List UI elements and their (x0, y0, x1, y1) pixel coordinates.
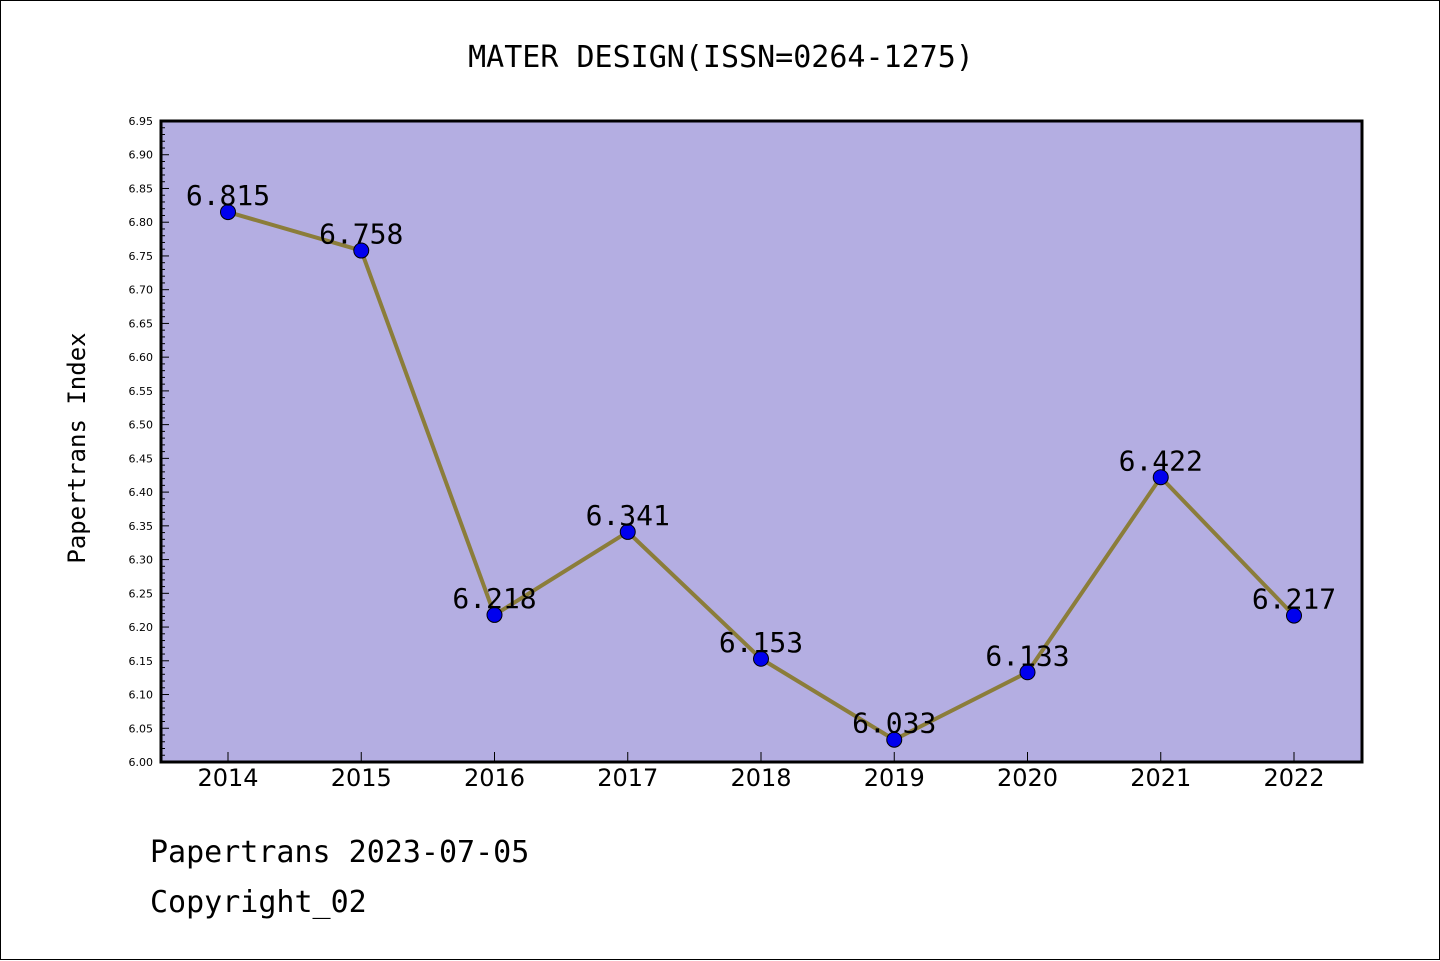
series-line-segment (1158, 475, 1296, 618)
x-tick-label: 2019 (864, 764, 925, 792)
data-point (753, 650, 769, 667)
x-tick-label: 2018 (730, 764, 791, 792)
y-tick-label: 6.25 (129, 587, 154, 600)
data-label: 6.422 (1119, 444, 1203, 477)
y-tick-label: 6.60 (129, 351, 154, 364)
x-tick-label: 2020 (997, 764, 1058, 792)
data-point (1286, 607, 1302, 624)
data-label: 6.033 (852, 707, 936, 740)
y-tick-label: 6.40 (129, 486, 154, 499)
data-label: 6.218 (452, 582, 536, 615)
y-tick-label: 6.65 (129, 317, 154, 330)
x-tick-label: 2015 (331, 764, 392, 792)
series-line-segment (1025, 475, 1163, 675)
data-point (619, 523, 636, 540)
y-tick-label: 6.20 (129, 621, 154, 634)
x-tick-label: 2014 (197, 764, 258, 792)
series-lines (226, 210, 1296, 742)
data-point (353, 242, 370, 259)
y-tick-label: 6.35 (129, 520, 154, 533)
y-tick-label: 6.15 (129, 655, 154, 668)
data-point (886, 731, 903, 748)
footer-date: Papertrans 2023-07-05 (150, 835, 530, 870)
data-label: 6.341 (586, 499, 670, 532)
y-tick-label: 6.95 (129, 115, 154, 128)
y-tick-label: 6.70 (129, 284, 154, 297)
footer-copyright: Copyright_02 (150, 885, 367, 920)
series-markers (220, 204, 1302, 748)
y-tick-label: 6.00 (129, 756, 154, 769)
series-line-segment (359, 248, 497, 617)
y-tick-label: 6.85 (129, 182, 154, 195)
y-tick-label: 6.05 (129, 722, 154, 735)
x-tick-label: 2021 (1130, 764, 1191, 792)
y-tick-label: 6.75 (129, 250, 154, 263)
x-tick-label: 2017 (597, 764, 658, 792)
y-tick-label: 6.45 (129, 452, 154, 465)
data-point (1152, 469, 1169, 486)
y-axis-label: Papertrans Index (63, 332, 91, 563)
data-label: 6.758 (319, 218, 403, 251)
x-tick-label: 2022 (1263, 764, 1324, 792)
data-label: 6.153 (719, 626, 803, 659)
y-tick-label: 6.80 (129, 216, 154, 229)
y-tick-label: 6.50 (129, 419, 154, 432)
series-line-segment (492, 529, 630, 617)
x-axis-ticks (227, 752, 1295, 762)
x-axis-tick-labels: 2014 2015 2016 2017 2018 2019 2020 2021 2022 (197, 764, 1324, 792)
data-point (220, 204, 236, 221)
y-tick-label: 6.10 (129, 689, 154, 702)
data-label: 6.217 (1252, 583, 1336, 616)
series-data-labels: 6.815 6.758 6.218 6.341 6.153 6.033 6.133 6.422… (186, 179, 1336, 740)
data-label: 6.815 (186, 179, 270, 212)
x-tick-label: 2016 (464, 764, 525, 792)
y-tick-label: 6.30 (129, 554, 154, 567)
series-line-segment (625, 529, 763, 661)
y-axis-tick-labels: 6.00 6.05 6.10 6.15 6.20 6.25 6.30 6.35 6.40 6.45… (129, 115, 154, 769)
data-label: 6.133 (985, 639, 1069, 672)
data-point (486, 606, 503, 623)
y-tick-label: 6.55 (129, 385, 154, 398)
series-line-segment (892, 670, 1030, 742)
y-tick-label: 6.90 (129, 149, 154, 162)
data-point (1019, 664, 1036, 681)
series-line-segment (226, 210, 364, 253)
chart-title: MATER DESIGN(ISSN=0264-1275) (468, 40, 974, 75)
plot-border (159, 119, 1364, 764)
series-line-segment (759, 656, 897, 742)
